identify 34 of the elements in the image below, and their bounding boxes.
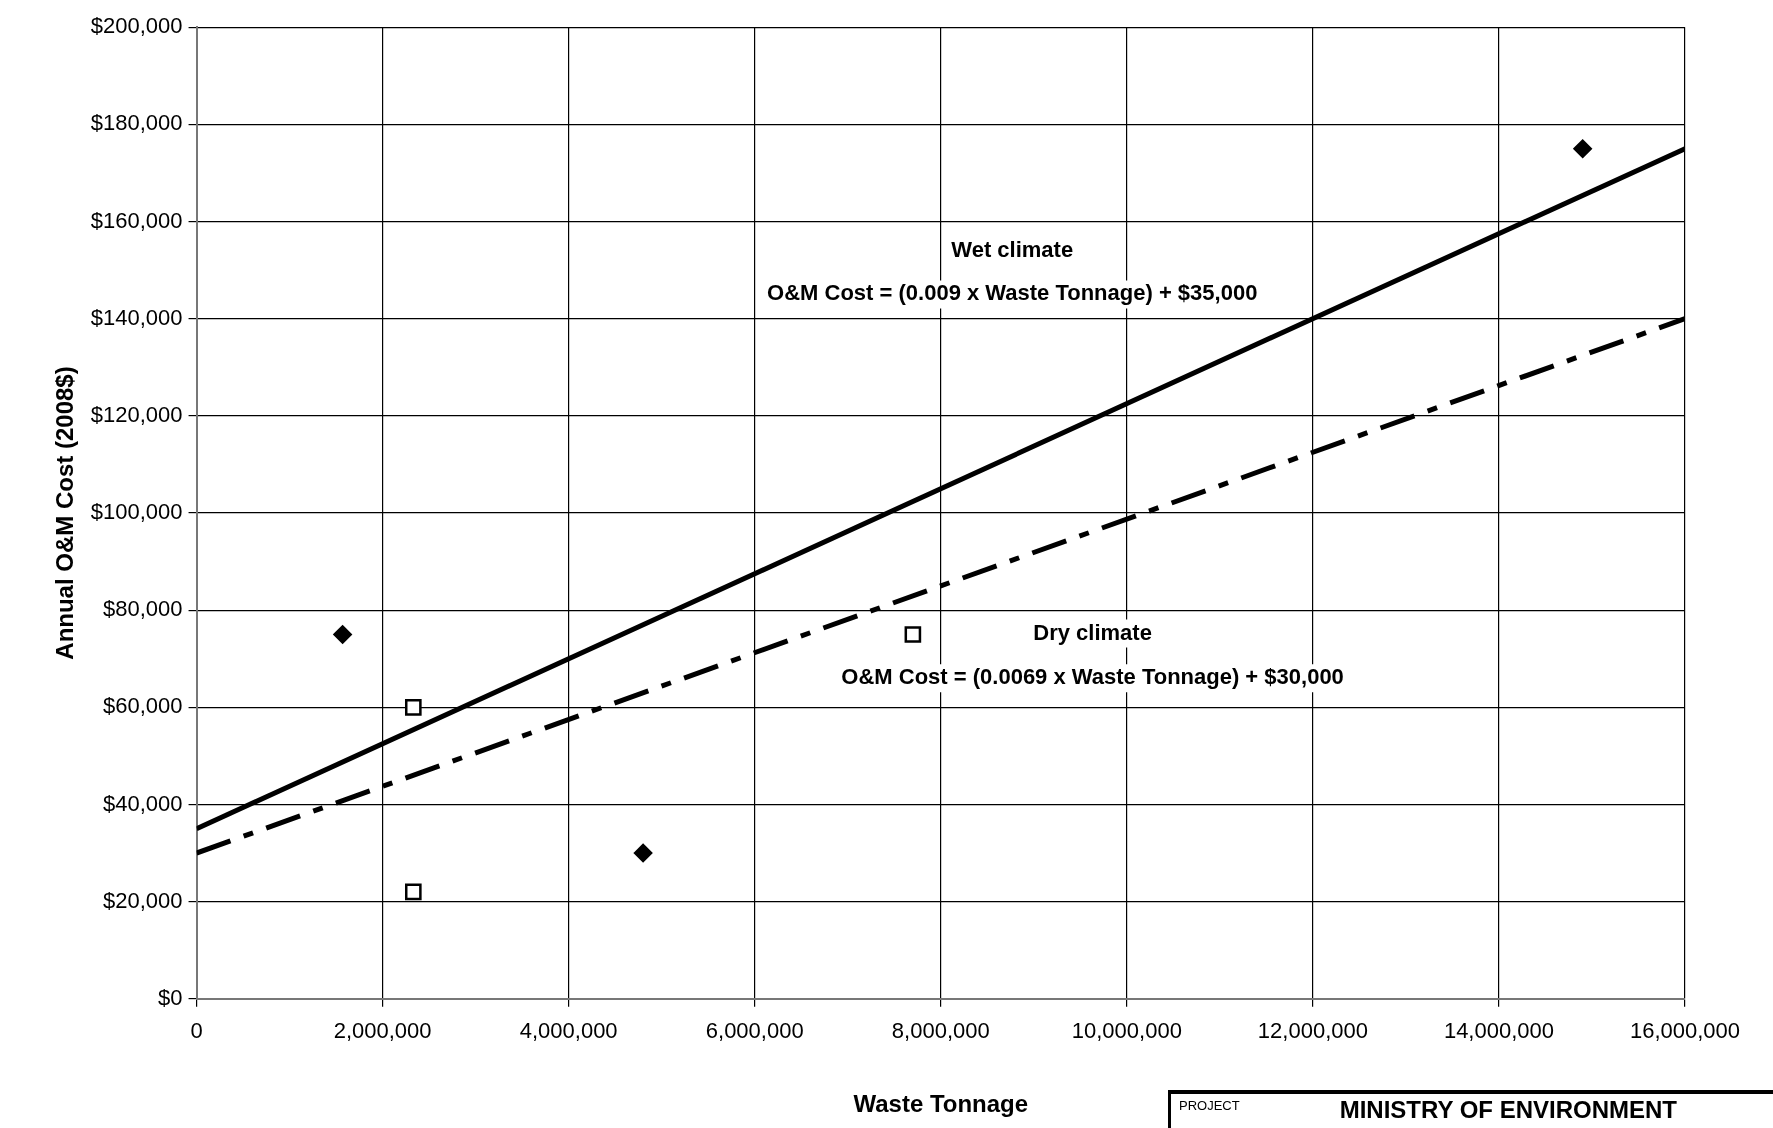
x-tick-label: 12,000,000 <box>1257 1018 1368 1044</box>
annotation: O&M Cost = (0.009 x Waste Tonnage) + $35,000 <box>767 280 1258 306</box>
y-tick-label: $160,000 <box>90 207 183 233</box>
x-tick-label: 14,000,000 <box>1443 1018 1554 1044</box>
x-tick-label: 6,000,000 <box>705 1018 804 1044</box>
x-tick-label: 8,000,000 <box>891 1018 990 1044</box>
point <box>1573 139 1592 158</box>
y-tick-label: $20,000 <box>103 887 183 913</box>
point <box>633 843 653 863</box>
text: MINISTRY OF ENVIRONMENT <box>1339 1096 1678 1124</box>
y-tick-label: $140,000 <box>90 304 183 330</box>
annotation: O&M Cost = (0.0069 x Waste Tonnage) + $30,000 <box>841 664 1344 690</box>
x-tick-label: 0 <box>190 1018 203 1044</box>
x-tick-label: 16,000,000 <box>1629 1018 1741 1044</box>
y-tick-label: $80,000 <box>103 596 183 622</box>
x-tick-label: 4,000,000 <box>519 1018 618 1044</box>
annotation: Dry climate <box>1033 619 1152 645</box>
point <box>904 626 922 643</box>
text: PROJECT <box>1179 1098 1240 1113</box>
x-axis-title: Waste Tonnage <box>853 1090 1029 1118</box>
annotation: Wet climate <box>951 236 1074 262</box>
point <box>333 625 352 644</box>
y-tick-label: $200,000 <box>90 13 183 39</box>
x-tick-label: 10,000,000 <box>1071 1018 1182 1044</box>
point <box>404 699 422 716</box>
y-tick-label: $0 <box>158 984 183 1010</box>
y-tick-label: $40,000 <box>103 790 183 816</box>
x-tick-label: 2,000,000 <box>333 1018 432 1044</box>
point <box>404 883 422 901</box>
y-tick-label: $120,000 <box>90 401 183 427</box>
y-tick-label: $180,000 <box>90 110 183 136</box>
y-tick-label: $60,000 <box>103 693 183 719</box>
y-axis-title: Annual O&M Cost (2008$) <box>51 366 79 660</box>
y-tick-label: $100,000 <box>90 499 183 525</box>
